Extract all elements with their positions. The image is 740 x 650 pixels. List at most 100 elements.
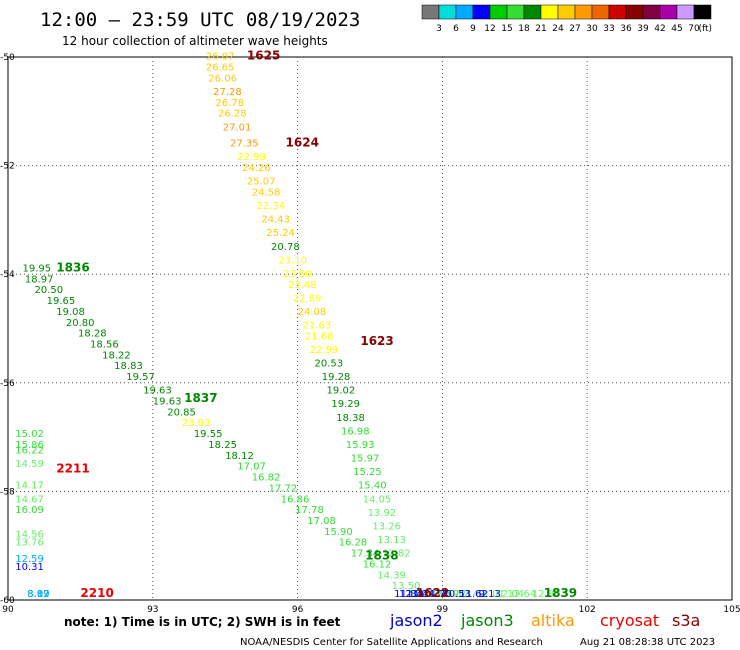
swh-value-cryosat: 14.59 xyxy=(15,459,44,470)
color-scale-swatch xyxy=(421,4,440,20)
x-tick-label: 99 xyxy=(437,605,449,615)
swh-value-cryosat: 10.31 xyxy=(15,562,44,573)
swh-value-jason3: 17.34 xyxy=(351,549,380,560)
swh-value-altika: 26.78 xyxy=(216,98,245,109)
swh-value-jason2: 11.70 xyxy=(423,589,452,600)
swh-value-jason3: 12.04 xyxy=(495,589,524,600)
color-scale-tick: 24 xyxy=(552,24,564,34)
color-scale-swatch xyxy=(574,4,593,20)
color-scale-swatch xyxy=(625,4,644,20)
satellite-jason2: jason2 xyxy=(389,611,443,630)
swh-value-altika: 22.99 xyxy=(310,345,339,356)
color-scale-tick: 9 xyxy=(470,24,476,34)
y-tick-label: -60 xyxy=(0,596,15,606)
swh-value-cryosat: 8.09 xyxy=(27,589,49,600)
swh-value-altika: 12.82 xyxy=(382,549,411,560)
swh-value-altika: 13.13 xyxy=(377,535,406,546)
swh-value-cryosat: 16.22 xyxy=(15,445,44,456)
swh-value-jason2: 11.62 xyxy=(459,589,488,600)
swh-value-altika: 19.29 xyxy=(331,399,360,410)
swh-value-altika: 18.38 xyxy=(336,413,365,424)
swh-value-altika: 15.93 xyxy=(346,440,375,451)
track-time-label: 1839 xyxy=(544,586,577,600)
swh-value-altika: 23.90 xyxy=(283,269,312,280)
y-tick-label: -58 xyxy=(0,487,15,497)
swh-value-jason3: 13.22 xyxy=(438,589,467,600)
swh-value-cryosat: 15.86 xyxy=(15,440,44,451)
swh-value-altika: 14.05 xyxy=(363,494,392,505)
swh-value-altika: 24.58 xyxy=(252,187,281,198)
track-time-label: 1837 xyxy=(184,391,217,405)
footer-credit: NOAA/NESDIS Center for Satellite Applica… xyxy=(240,637,543,648)
swh-value-jason3: 16.12 xyxy=(363,559,392,570)
note-text: note: 1) Time is in UTC; 2) SWH is in fe… xyxy=(64,615,341,629)
swh-value-jason3: 13.50 xyxy=(392,581,421,592)
swh-value-jason3: 16.86 xyxy=(281,494,310,505)
swh-value-jason3: 12.42 xyxy=(457,589,486,600)
swh-value-jason3: 17.72 xyxy=(269,483,298,494)
swh-value-jason3: 18.28 xyxy=(78,329,107,340)
swh-value-cryosat: 14.56 xyxy=(15,530,44,541)
swh-value-jason3: 14.39 xyxy=(377,570,406,581)
swh-value-altika: 21.63 xyxy=(302,321,331,332)
swh-value-jason3: 20.80 xyxy=(66,318,95,329)
track-time-label: 1836 xyxy=(56,260,89,274)
swh-value-altika: 25.24 xyxy=(266,228,295,239)
swh-value-altika: 27.01 xyxy=(223,122,252,133)
swh-value-altika: 26.65 xyxy=(206,63,235,74)
swh-value-jason3: 19.95 xyxy=(22,263,51,274)
color-scale-legend: 3 6 9 12 15 18 21 24 27 30 33 36 39 42 45 70(ft) xyxy=(421,4,712,34)
swh-value-altika: 20.78 xyxy=(271,242,300,253)
swh-value-jason3: 18.83 xyxy=(114,361,143,372)
grid-lines xyxy=(8,57,732,600)
swh-value-jason3: 18.12 xyxy=(225,451,254,462)
color-scale-swatch xyxy=(506,4,525,20)
color-scale-tick: 18 xyxy=(518,24,530,34)
swh-value-altika: 26.28 xyxy=(218,109,247,120)
chart-title: 12:00 — 23:59 UTC 08/19/2023 xyxy=(40,9,360,31)
swh-value-altika: 15.97 xyxy=(351,454,380,465)
swh-value-altika: 22.89 xyxy=(293,293,322,304)
swh-value-jason3: 18.56 xyxy=(90,340,119,351)
swh-value-altika: 23.10 xyxy=(278,255,307,266)
color-scale-tick: 39 xyxy=(637,24,649,34)
swh-value-altika: 27.28 xyxy=(213,87,242,98)
swh-value-jason3: 15.90 xyxy=(324,527,353,538)
swh-value-jason2: 12.00 xyxy=(399,589,428,600)
satellite-altika: altika xyxy=(531,611,575,630)
swh-value-altika: 22.34 xyxy=(257,201,286,212)
track-time-labels: 1625 1624 1623 1836 1837 1838 1622 1839 2211 2210 xyxy=(56,49,577,600)
satellite-legend: jason2 jason3 altika cryosat s3a xyxy=(389,611,700,630)
color-scale-swatch xyxy=(676,4,695,20)
x-tick-label: 90 xyxy=(2,605,14,615)
color-scale-tick: 3 xyxy=(436,24,442,34)
swh-value-altika: 16.98 xyxy=(341,426,370,437)
color-scale-swatch xyxy=(659,4,678,20)
swh-value-jason3: 20.50 xyxy=(35,285,64,296)
swh-value-jason3: 19.63 xyxy=(143,386,172,397)
swh-value-altika: 23.48 xyxy=(288,280,317,291)
swh-value-jason2: 10.37 xyxy=(418,589,447,600)
color-scale-swatch xyxy=(438,4,457,20)
color-scale-tick: 42 xyxy=(654,24,665,34)
swh-value-altika: 19.02 xyxy=(327,386,356,397)
y-tick-label: -50 xyxy=(0,53,15,63)
color-scale-tick: 33 xyxy=(603,24,614,34)
swh-value-altika: 21.68 xyxy=(305,331,334,342)
chart-subtitle: 12 hour collection of altimeter wave hei… xyxy=(62,34,328,48)
track-time-label: 1624 xyxy=(286,136,319,150)
swh-value-altika: 22.98 xyxy=(237,152,266,163)
swh-value-jason3: 19.65 xyxy=(47,296,76,307)
color-scale-swatch xyxy=(693,4,712,20)
swh-value-altika: 24.08 xyxy=(298,307,327,318)
swh-value-altika: 27.35 xyxy=(230,139,259,150)
y-tick-label: -56 xyxy=(0,379,15,389)
swh-value-altika: 13.26 xyxy=(372,521,401,532)
swh-value-jason2: 11.84 xyxy=(394,589,423,600)
footer-timestamp: Aug 21 08:28:38 UTC 2023 xyxy=(580,637,715,648)
swh-value-jason3: 19.57 xyxy=(126,372,155,383)
swh-value-cryosat: 13.76 xyxy=(15,538,44,549)
swh-value-jason3: 18.25 xyxy=(208,440,237,451)
axis-ticks: 90 93 96 99 102 105 -50 -52 -54 -56 -58 -60 xyxy=(0,53,740,615)
